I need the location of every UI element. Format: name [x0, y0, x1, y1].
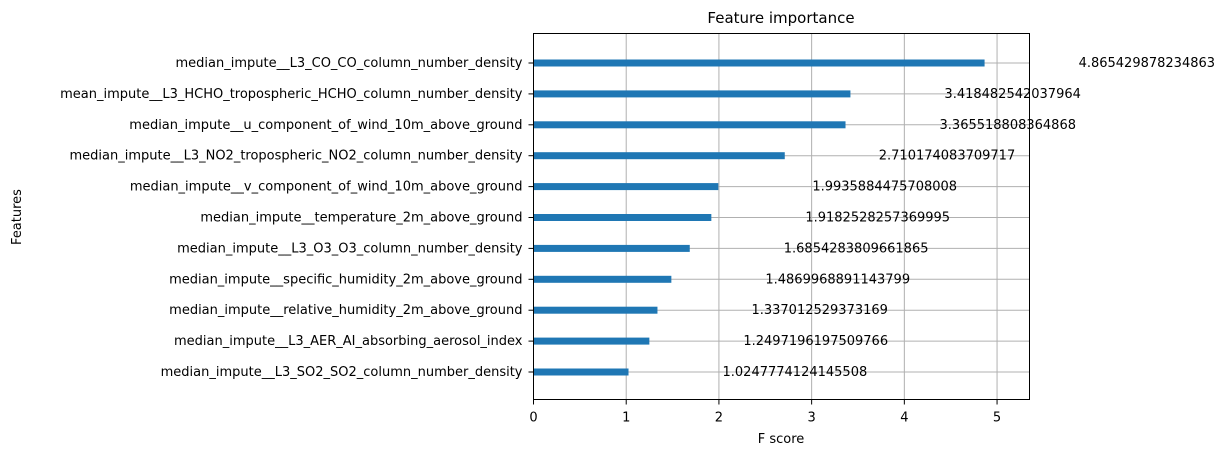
category-label-layer: median_impute__L3_CO_CO_column_number_de… [60, 56, 523, 380]
y-axis-title: Features [10, 189, 25, 245]
x-tick-label: 5 [993, 411, 1001, 426]
y-category-label: median_impute__relative_humidity_2m_abov… [169, 303, 522, 318]
bar [533, 121, 846, 129]
bar-value-label: 1.0247774124145508 [723, 365, 868, 380]
bar-value-label: 1.2497196197509766 [743, 334, 888, 349]
bar-value-label: 1.337012529373169 [751, 303, 887, 318]
y-category-label: median_impute__u_component_of_wind_10m_a… [129, 118, 522, 133]
bar-value-label: 1.9935884475708008 [812, 180, 957, 195]
plot-area-frame [533, 33, 1030, 400]
y-category-label: mean_impute__L3_HCHO_tropospheric_HCHO_c… [60, 87, 523, 102]
bar-value-label: 4.865429878234863 [1079, 56, 1215, 71]
bar-value-label: 3.418482542037964 [944, 87, 1080, 102]
bar-value-label: 1.4869968891143799 [765, 272, 910, 287]
bar [533, 152, 785, 160]
y-category-label: median_impute__L3_SO2_SO2_column_number_… [161, 365, 523, 380]
x-tick-layer: 0 1 2 3 4 5 [528, 62, 1001, 426]
bar [533, 244, 690, 252]
bar [533, 337, 650, 345]
value-label-layer: 4.865429878234863 3.418482542037964 3.3655… [723, 56, 1216, 380]
y-category-label: median_impute__specific_humidity_2m_abov… [169, 272, 522, 287]
y-category-label: median_impute__L3_AER_AI_absorbing_aeros… [174, 334, 523, 349]
bar-value-label: 2.710174083709717 [879, 149, 1015, 164]
y-category-label: median_impute__L3_NO2_tropospheric_NO2_c… [69, 149, 522, 164]
x-tick-label: 4 [900, 411, 908, 426]
y-category-label: median_impute__v_component_of_wind_10m_a… [130, 180, 523, 195]
chart-title: Feature importance [707, 9, 854, 27]
bar-layer [533, 59, 985, 376]
bar [533, 368, 629, 376]
bar [533, 90, 851, 98]
bar-value-label: 1.9182528257369995 [805, 211, 950, 226]
x-axis-title: F score [758, 432, 805, 447]
bar [533, 214, 712, 221]
x-tick-label: 2 [715, 411, 723, 426]
bar-value-label: 3.365518808364868 [940, 118, 1076, 133]
bar [533, 275, 672, 283]
y-category-label: median_impute__temperature_2m_above_grou… [200, 211, 522, 226]
bar [533, 306, 658, 314]
bar [533, 183, 719, 191]
bar [533, 59, 985, 67]
bar-value-label: 1.6854283809661865 [784, 241, 929, 256]
x-tick-label: 0 [529, 411, 537, 426]
y-category-label: median_impute__L3_CO_CO_column_number_de… [176, 56, 523, 71]
y-category-label: median_impute__L3_O3_O3_column_number_de… [177, 241, 523, 256]
x-tick-label: 1 [622, 411, 630, 426]
x-tick-label: 3 [807, 411, 815, 426]
